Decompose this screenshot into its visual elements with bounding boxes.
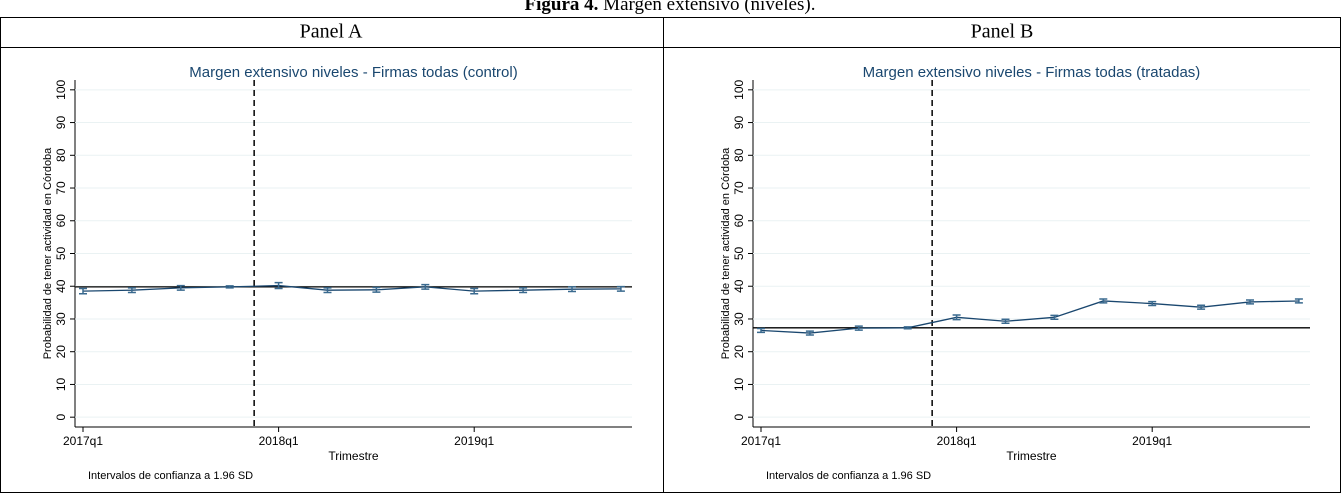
y-tick-label: 50 bbox=[54, 247, 68, 261]
error-bar bbox=[1099, 298, 1108, 304]
error-bar bbox=[903, 326, 912, 330]
y-tick-label: 90 bbox=[54, 116, 68, 130]
error-bar bbox=[757, 327, 765, 334]
error-bar bbox=[519, 287, 528, 294]
x-tick-label: 2018q1 bbox=[259, 434, 299, 448]
x-tick-label: 2019q1 bbox=[454, 434, 494, 448]
error-bar bbox=[127, 287, 136, 294]
panel-label: Panel B bbox=[971, 21, 1034, 43]
x-tick-label: 2017q1 bbox=[741, 434, 781, 448]
error-bar bbox=[79, 287, 87, 295]
y-tick-label: 10 bbox=[732, 377, 746, 391]
figure-title: Margen extensivo (niveles). bbox=[603, 0, 815, 15]
error-bar bbox=[854, 325, 863, 331]
y-tick-label: 50 bbox=[732, 247, 746, 261]
y-tick-label: 90 bbox=[732, 116, 746, 130]
x-tick-label: 2017q1 bbox=[63, 434, 103, 448]
y-tick-label: 40 bbox=[732, 279, 746, 293]
y-tick-label: 70 bbox=[732, 181, 746, 195]
error-bar bbox=[616, 285, 625, 292]
y-tick-label: 60 bbox=[732, 214, 746, 228]
y-tick-label: 60 bbox=[54, 214, 68, 228]
y-tick-label: 30 bbox=[732, 312, 746, 326]
table-border bbox=[0, 17, 1341, 493]
x-tick-label: 2019q1 bbox=[1132, 434, 1172, 448]
note: Intervalos de confianza a 1.96 SD bbox=[88, 470, 253, 482]
error-bar bbox=[274, 281, 283, 290]
error-bar bbox=[421, 283, 430, 290]
y-tick-label: 80 bbox=[732, 148, 746, 162]
error-bar bbox=[176, 284, 185, 291]
error-bar bbox=[470, 287, 479, 295]
error-bar bbox=[1246, 299, 1254, 305]
error-bar bbox=[1050, 314, 1059, 321]
x-axis-label: Trimestre bbox=[1006, 449, 1057, 463]
y-tick-label: 20 bbox=[54, 345, 68, 359]
error-bar bbox=[372, 286, 381, 293]
error-bar bbox=[568, 286, 576, 293]
error-bar bbox=[225, 285, 234, 289]
y-tick-label: 40 bbox=[54, 279, 68, 293]
error-bar bbox=[1001, 318, 1010, 324]
figure-label: Figura 4. bbox=[525, 0, 599, 15]
y-tick-label: 10 bbox=[54, 377, 68, 391]
y-tick-label: 20 bbox=[732, 345, 746, 359]
y-axis-label: Probabilidad de tener actividad en Córdo… bbox=[720, 147, 732, 359]
chart-title: Margen extensivo niveles - Firmas todas … bbox=[863, 64, 1201, 81]
error-bar bbox=[323, 287, 332, 294]
y-tick-label: 70 bbox=[54, 181, 68, 195]
error-bar bbox=[1197, 304, 1206, 310]
note: Intervalos de confianza a 1.96 SD bbox=[766, 470, 931, 482]
y-tick-label: 0 bbox=[54, 414, 68, 421]
x-tick-label: 2018q1 bbox=[937, 434, 977, 448]
y-tick-label: 80 bbox=[54, 148, 68, 162]
error-bar bbox=[952, 314, 961, 321]
error-bar bbox=[1294, 298, 1303, 304]
y-tick-label: 30 bbox=[54, 312, 68, 326]
chart-title: Margen extensivo niveles - Firmas todas … bbox=[189, 64, 517, 81]
error-bar bbox=[1148, 300, 1157, 307]
y-tick-label: 100 bbox=[732, 79, 746, 99]
y-tick-label: 100 bbox=[54, 79, 68, 99]
y-tick-label: 0 bbox=[732, 414, 746, 421]
series-line bbox=[82, 284, 621, 292]
y-axis-label: Probabilidad de tener actividad en Córdo… bbox=[42, 147, 54, 359]
error-bar bbox=[805, 330, 814, 336]
panel-label: Panel A bbox=[300, 21, 363, 43]
x-axis-label: Trimestre bbox=[328, 449, 379, 463]
figure-caption: Figura 4. Margen extensivo (niveles). bbox=[525, 0, 816, 15]
series-line bbox=[760, 300, 1299, 334]
